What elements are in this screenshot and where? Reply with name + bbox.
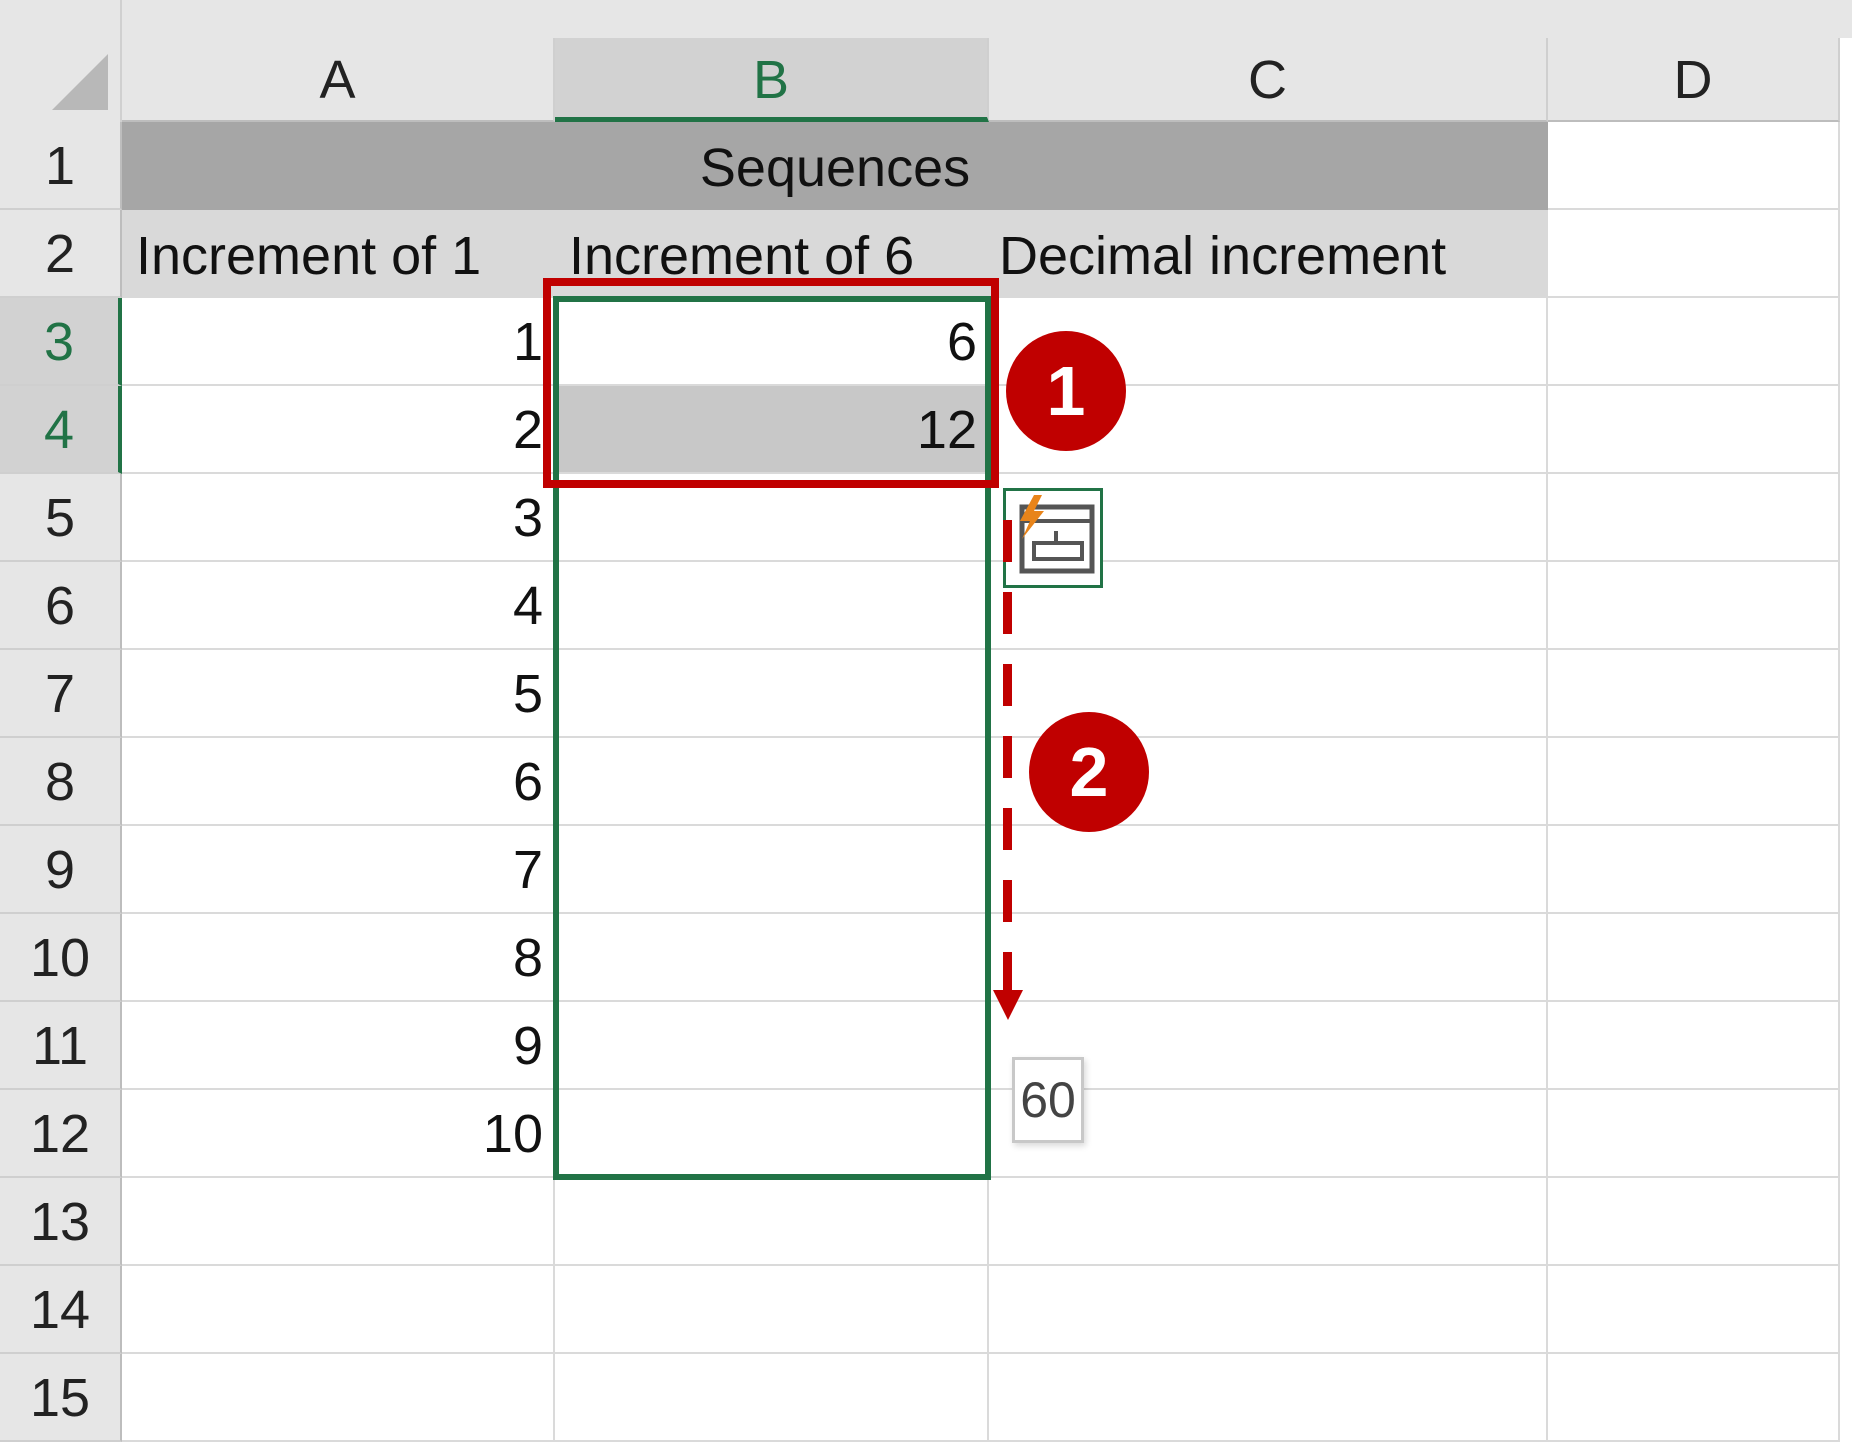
- row-header-6[interactable]: 6: [0, 562, 122, 650]
- cell-b13[interactable]: [555, 1178, 989, 1266]
- cell-c13[interactable]: [989, 1178, 1548, 1266]
- selection-range-b3-b12: [553, 296, 991, 1180]
- arrow-down-icon: [993, 990, 1023, 1020]
- cell-c11[interactable]: [989, 1002, 1548, 1090]
- row-header-7[interactable]: 7: [0, 650, 122, 738]
- flash-fill-options-icon: [1019, 495, 1095, 574]
- row-header-1[interactable]: 1: [0, 122, 122, 210]
- cell-d1[interactable]: [1548, 122, 1840, 210]
- column-header-d[interactable]: D: [1548, 38, 1840, 122]
- cell-c12[interactable]: [989, 1090, 1548, 1178]
- row-header-8[interactable]: 8: [0, 738, 122, 826]
- step-1-badge: 1: [1006, 331, 1126, 451]
- top-strip: [0, 0, 1852, 38]
- cell-d5[interactable]: [1548, 474, 1840, 562]
- cell-a13[interactable]: [122, 1178, 555, 1266]
- header-increment-of-1[interactable]: Increment of 1: [122, 210, 555, 298]
- auto-fill-options-button[interactable]: [1003, 488, 1103, 588]
- cell-a5[interactable]: 3: [122, 474, 555, 562]
- cell-d8[interactable]: [1548, 738, 1840, 826]
- cell-a10[interactable]: 8: [122, 914, 555, 1002]
- cell-c6[interactable]: [989, 562, 1548, 650]
- select-all-triangle-icon: [52, 54, 108, 110]
- drag-direction-dashed-line: [1003, 520, 1012, 990]
- cell-a8[interactable]: 6: [122, 738, 555, 826]
- row-header-2[interactable]: 2: [0, 210, 122, 298]
- cell-a11[interactable]: 9: [122, 1002, 555, 1090]
- cell-d13[interactable]: [1548, 1178, 1840, 1266]
- cell-c5[interactable]: [989, 474, 1548, 562]
- cell-d6[interactable]: [1548, 562, 1840, 650]
- cell-c8[interactable]: [989, 738, 1548, 826]
- cell-c14[interactable]: [989, 1266, 1548, 1354]
- cell-d7[interactable]: [1548, 650, 1840, 738]
- cell-d9[interactable]: [1548, 826, 1840, 914]
- row-header-15[interactable]: 15: [0, 1354, 122, 1442]
- header-decimal-increment[interactable]: Decimal increment: [989, 210, 1548, 298]
- cell-c15[interactable]: [989, 1354, 1548, 1442]
- cell-b14[interactable]: [555, 1266, 989, 1354]
- cell-a3[interactable]: 1: [122, 298, 555, 386]
- cell-d3[interactable]: [1548, 298, 1840, 386]
- row-header-14[interactable]: 14: [0, 1266, 122, 1354]
- row-header-12[interactable]: 12: [0, 1090, 122, 1178]
- cell-a4[interactable]: 2: [122, 386, 555, 474]
- cell-a6[interactable]: 4: [122, 562, 555, 650]
- row-header-13[interactable]: 13: [0, 1178, 122, 1266]
- row-header-4[interactable]: 4: [0, 386, 122, 474]
- select-all-button[interactable]: [0, 0, 122, 122]
- row-header-10[interactable]: 10: [0, 914, 122, 1002]
- cell-a14[interactable]: [122, 1266, 555, 1354]
- row-header-5[interactable]: 5: [0, 474, 122, 562]
- cell-b15[interactable]: [555, 1354, 989, 1442]
- cell-d11[interactable]: [1548, 1002, 1840, 1090]
- cell-a12[interactable]: 10: [122, 1090, 555, 1178]
- column-header-a[interactable]: A: [122, 38, 555, 122]
- cell-d15[interactable]: [1548, 1354, 1840, 1442]
- step-2-badge: 2: [1029, 712, 1149, 832]
- cell-a15[interactable]: [122, 1354, 555, 1442]
- cell-d12[interactable]: [1548, 1090, 1840, 1178]
- cell-c4[interactable]: [989, 386, 1548, 474]
- cell-a9[interactable]: 7: [122, 826, 555, 914]
- column-header-b[interactable]: B: [555, 38, 989, 122]
- annotation-highlight-box: [543, 278, 999, 488]
- fill-value-tooltip: 60: [1012, 1057, 1084, 1143]
- cell-d2[interactable]: [1548, 210, 1840, 298]
- cell-c3[interactable]: [989, 298, 1548, 386]
- cell-d14[interactable]: [1548, 1266, 1840, 1354]
- cell-c9[interactable]: [989, 826, 1548, 914]
- cell-c7[interactable]: [989, 650, 1548, 738]
- cell-d10[interactable]: [1548, 914, 1840, 1002]
- cell-c10[interactable]: [989, 914, 1548, 1002]
- row-header-3[interactable]: 3: [0, 298, 122, 386]
- column-header-c[interactable]: C: [989, 38, 1548, 122]
- title-merged-cell[interactable]: Sequences: [122, 122, 1548, 210]
- row-header-9[interactable]: 9: [0, 826, 122, 914]
- cell-d4[interactable]: [1548, 386, 1840, 474]
- cell-a7[interactable]: 5: [122, 650, 555, 738]
- row-header-11[interactable]: 11: [0, 1002, 122, 1090]
